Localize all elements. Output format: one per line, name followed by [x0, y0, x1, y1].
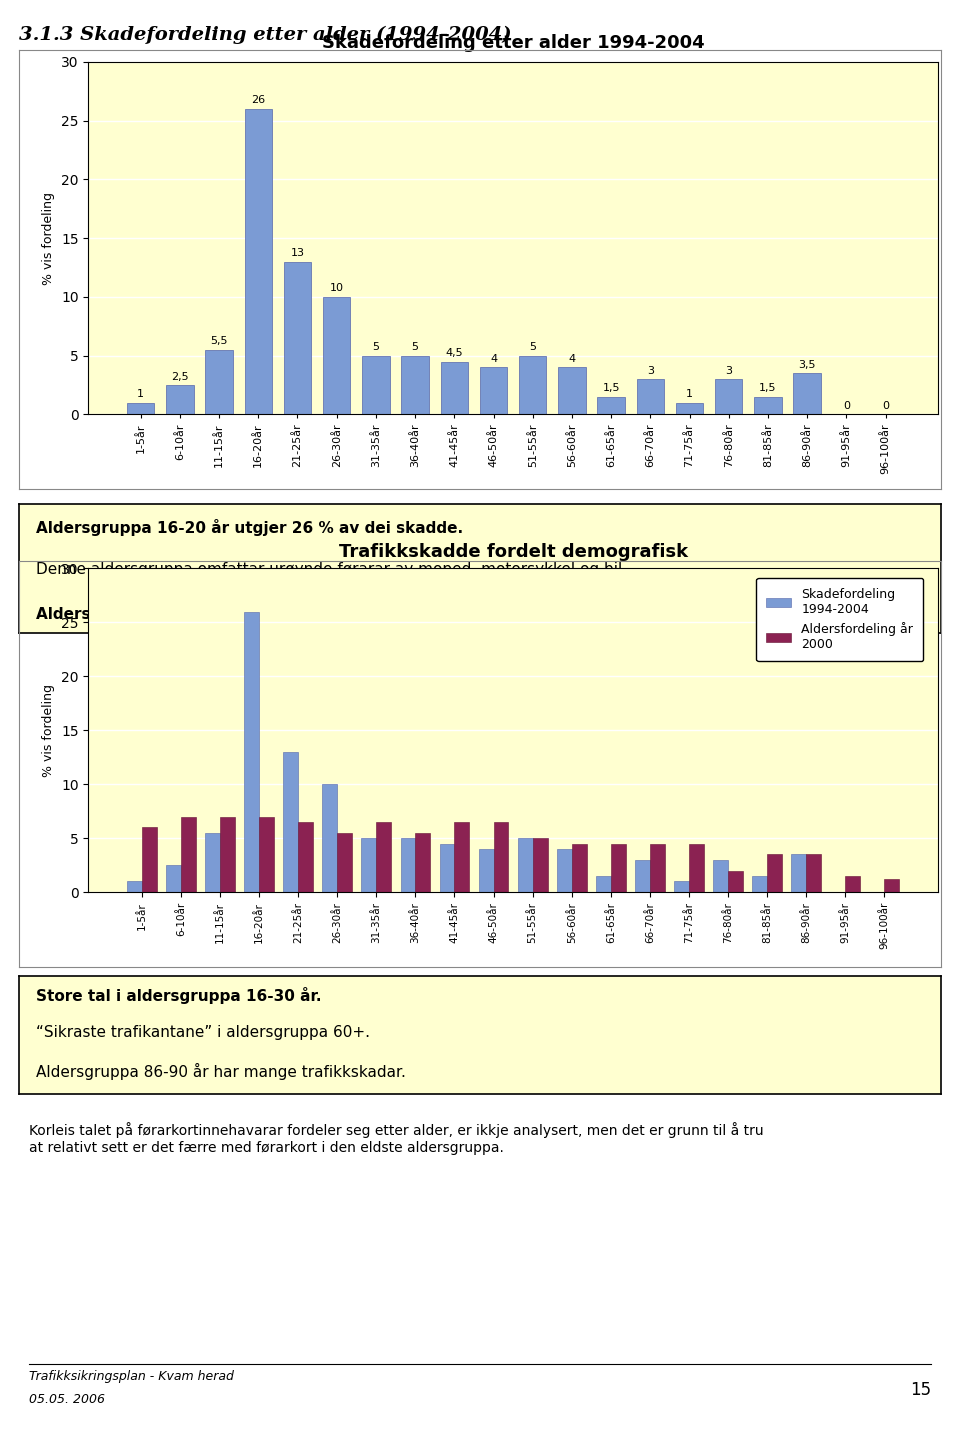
Bar [755, 397, 781, 414]
X-axis label: aldersfordeling: aldersfordeling [461, 1026, 565, 1039]
Bar [337, 833, 352, 892]
Text: 10: 10 [329, 283, 344, 294]
Text: 4: 4 [490, 354, 497, 364]
Bar [884, 879, 900, 892]
Bar [794, 373, 821, 414]
Text: Trafikksikringsplan - Kvam herad: Trafikksikringsplan - Kvam herad [29, 1370, 233, 1383]
Bar [244, 612, 259, 892]
Bar [259, 816, 274, 892]
Bar [401, 355, 429, 414]
Bar [636, 380, 664, 414]
Bar [362, 355, 390, 414]
Bar [454, 822, 469, 892]
Text: Aldersvindauga 16-30 år utgjer om lag halvparten av alle skadde.: Aldersvindauga 16-30 år utgjer om lag ha… [36, 604, 600, 622]
Bar [127, 881, 142, 892]
Bar [636, 861, 650, 892]
Bar [597, 397, 625, 414]
Text: 1,5: 1,5 [602, 383, 620, 393]
Text: 1: 1 [686, 389, 693, 399]
Bar [205, 833, 220, 892]
Bar [416, 833, 430, 892]
Bar [676, 403, 704, 414]
Bar [205, 350, 232, 414]
Bar [650, 843, 664, 892]
Bar [728, 871, 743, 892]
Bar [142, 827, 156, 892]
Bar [479, 849, 493, 892]
Text: 3.1.3 Skadefordeling etter alder (1994-2004): 3.1.3 Skadefordeling etter alder (1994-2… [19, 26, 512, 45]
Bar [440, 843, 454, 892]
Bar [127, 403, 155, 414]
Bar [715, 380, 742, 414]
Bar [689, 843, 704, 892]
Text: Store tal i aldersgruppa 16-30 år.: Store tal i aldersgruppa 16-30 år. [36, 987, 322, 1004]
Text: 3,5: 3,5 [799, 360, 816, 370]
Bar [596, 876, 611, 892]
Text: 5: 5 [412, 342, 419, 353]
Bar [558, 367, 586, 414]
Text: Korleis talet på førarkortinnehavarar fordeler seg etter alder, er ikkje analyse: Korleis talet på førarkortinnehavarar fo… [29, 1122, 763, 1154]
Text: 2,5: 2,5 [171, 371, 189, 381]
Text: Aldersgruppa 16-20 år utgjer 26 % av dei skadde.: Aldersgruppa 16-20 år utgjer 26 % av dei… [36, 519, 463, 537]
Text: 3: 3 [647, 366, 654, 376]
Y-axis label: % vis fordeling: % vis fordeling [42, 684, 56, 777]
Text: 15: 15 [910, 1381, 931, 1400]
Bar [767, 855, 782, 892]
Bar [166, 386, 194, 414]
Text: 5,5: 5,5 [210, 337, 228, 347]
Bar [299, 822, 313, 892]
Text: 0: 0 [882, 401, 889, 412]
Text: 4,5: 4,5 [445, 348, 463, 358]
Y-axis label: % vis fordeling: % vis fordeling [42, 191, 56, 285]
Bar [572, 843, 587, 892]
Text: 5: 5 [529, 342, 537, 353]
Title: Trafikkskadde fordelt demografisk: Trafikkskadde fordelt demografisk [339, 544, 687, 561]
Bar [362, 837, 376, 892]
Bar [519, 355, 546, 414]
Bar [245, 109, 272, 414]
Text: 1,5: 1,5 [759, 383, 777, 393]
Bar [220, 816, 235, 892]
Text: 5: 5 [372, 342, 379, 353]
Bar [557, 849, 572, 892]
Bar [284, 262, 311, 414]
Title: Skadefordeling etter alder 1994-2004: Skadefordeling etter alder 1994-2004 [322, 35, 705, 52]
Text: Aldersgruppa 86-90 år har mange trafikkskadar.: Aldersgruppa 86-90 år har mange trafikks… [36, 1063, 406, 1081]
Text: 26: 26 [252, 95, 265, 105]
Text: 4: 4 [568, 354, 575, 364]
Text: 0: 0 [843, 401, 850, 412]
Bar [791, 855, 806, 892]
Text: 1: 1 [137, 389, 144, 399]
Bar [166, 865, 180, 892]
Bar [611, 843, 626, 892]
Bar [323, 784, 337, 892]
Text: “Sikraste trafikantane” i aldersgruppa 60+.: “Sikraste trafikantane” i aldersgruppa 6… [36, 1025, 370, 1040]
Bar [806, 855, 821, 892]
Bar [674, 881, 689, 892]
Bar [753, 876, 767, 892]
Bar [517, 837, 533, 892]
Bar [283, 751, 299, 892]
Bar [480, 367, 507, 414]
Bar [846, 876, 860, 892]
Bar [323, 296, 350, 414]
Text: 05.05. 2006: 05.05. 2006 [29, 1393, 105, 1406]
Bar [441, 361, 468, 414]
Text: 13: 13 [291, 248, 304, 258]
Bar [493, 822, 509, 892]
Text: 3: 3 [725, 366, 732, 376]
Legend: Skadefordeling
1994-2004, Aldersfordeling år
2000: Skadefordeling 1994-2004, Aldersfordelin… [756, 578, 924, 661]
Bar [533, 837, 547, 892]
Bar [713, 861, 728, 892]
Bar [376, 822, 391, 892]
Bar [180, 816, 196, 892]
Text: Denne aldersgruppa omfattar urøynde førarar av moped, motorsykkel og bil.: Denne aldersgruppa omfattar urøynde føra… [36, 561, 627, 577]
Bar [400, 837, 416, 892]
